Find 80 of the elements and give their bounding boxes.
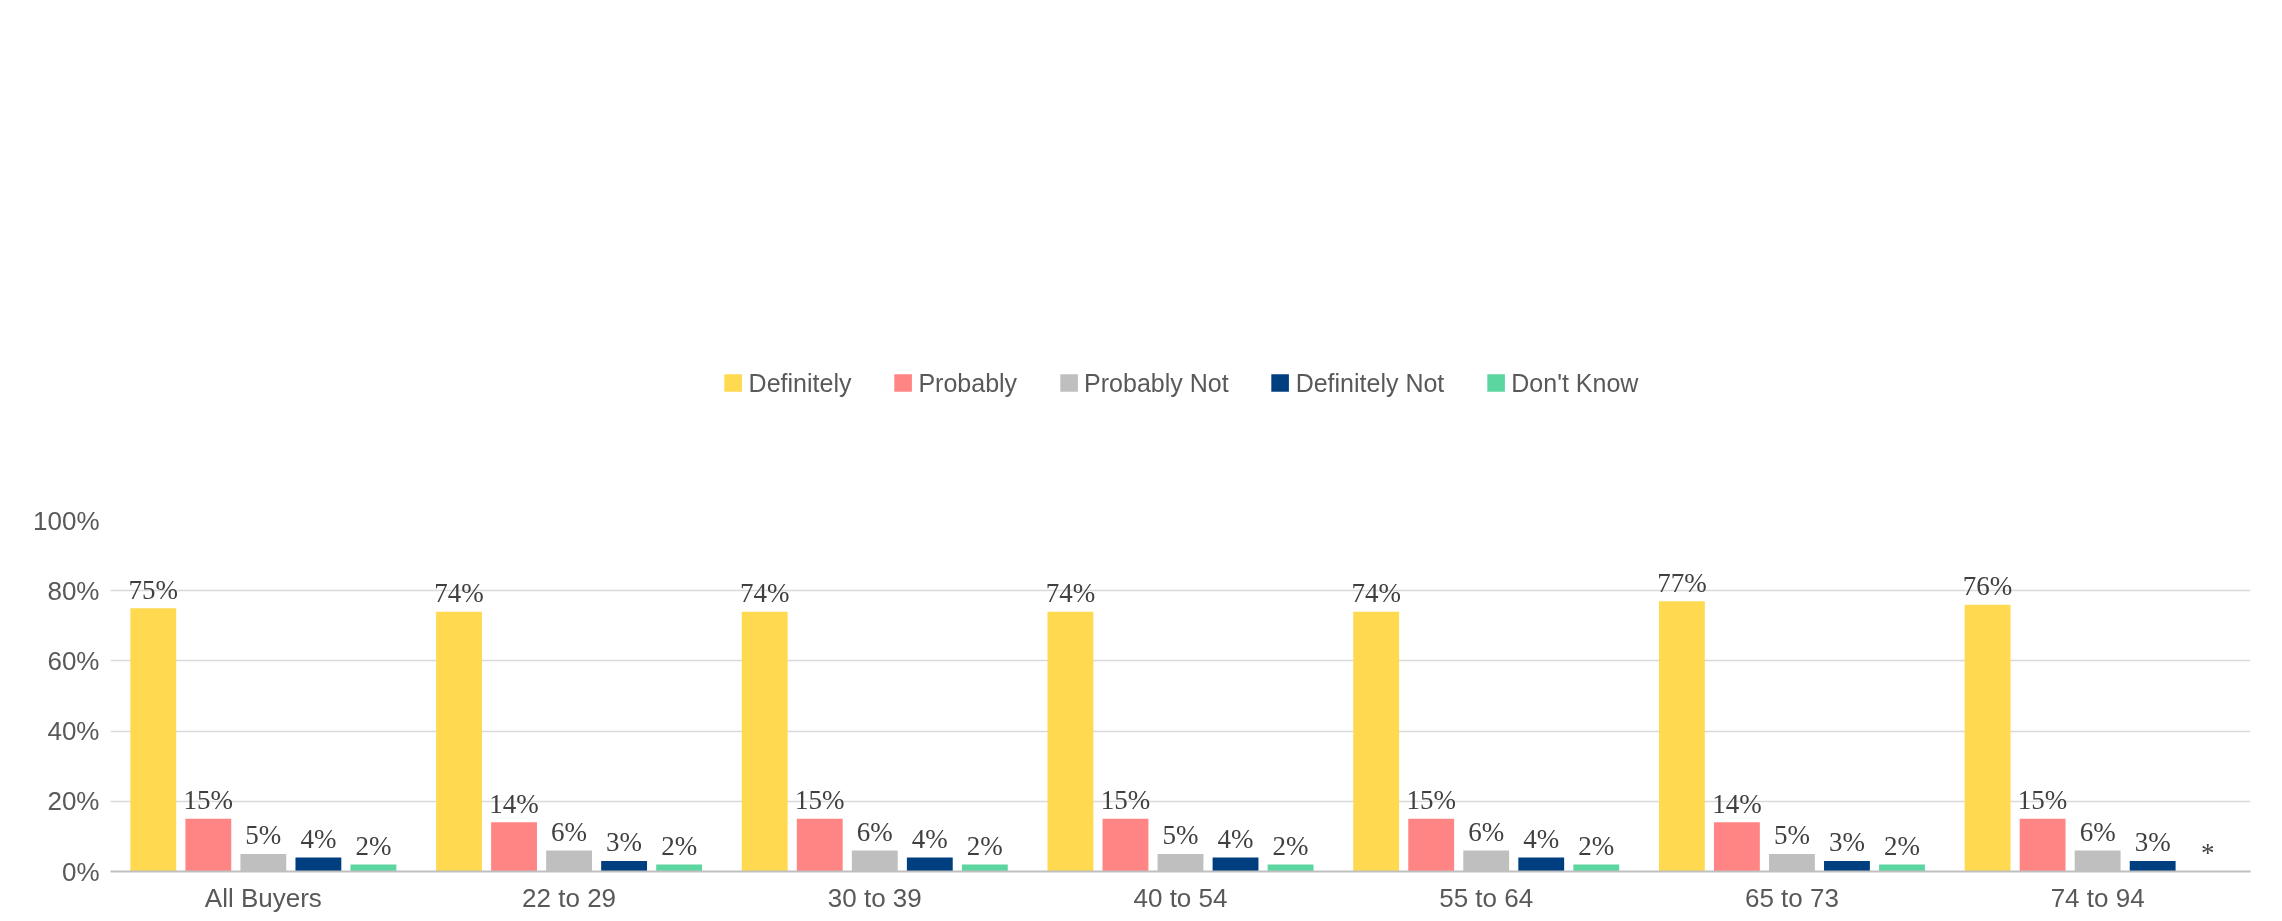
- data-label: 15%: [2017, 785, 2068, 816]
- data-label: 6%: [856, 816, 893, 847]
- data-label: 5%: [245, 820, 282, 851]
- data-label: 3%: [1828, 827, 1865, 858]
- bar: [1713, 822, 1760, 872]
- bar: [436, 611, 482, 872]
- bar: [1102, 818, 1149, 872]
- x-tick-label: 30 to 39: [827, 882, 922, 913]
- text: *: [2200, 837, 2215, 868]
- data-label: 2%: [661, 830, 698, 861]
- bar: [1267, 864, 1314, 872]
- bar: [601, 860, 648, 872]
- bar: [491, 822, 537, 872]
- x-tick-label: 40 to 54: [1133, 882, 1228, 913]
- x-tick-label: 22 to 29: [522, 882, 617, 913]
- data-label: 76%: [1962, 571, 2013, 602]
- legend-label: Probably: [918, 368, 1018, 398]
- data-label: 74%: [739, 578, 790, 609]
- bar: [906, 857, 953, 872]
- y-tick-label: 100%: [33, 505, 100, 536]
- data-label: 74%: [1351, 578, 1401, 609]
- y-tick-label: 40%: [47, 716, 100, 747]
- data-label: 2%: [355, 830, 392, 861]
- y-tick-label: 20%: [47, 786, 100, 817]
- bar: [350, 864, 397, 872]
- data-label: 6%: [1468, 816, 1505, 847]
- x-tick-label: 65 to 73: [1744, 882, 1839, 913]
- bar: [1353, 611, 1400, 872]
- y-tick-label: 60%: [47, 645, 100, 676]
- data-label: 74%: [434, 578, 484, 609]
- data-label: 2%: [1272, 830, 1309, 861]
- x-tick-label: 74 to 94: [2050, 882, 2145, 913]
- bar: [1573, 864, 1620, 872]
- data-label: 2%: [1578, 830, 1615, 861]
- data-label: 4%: [300, 823, 337, 854]
- bar: [1518, 857, 1565, 872]
- data-label: 2%: [1883, 830, 1920, 861]
- data-label: 74%: [1045, 578, 1096, 609]
- legend-label: Probably Not: [1084, 368, 1229, 398]
- x-tick-label: All Buyers: [204, 882, 322, 913]
- y-tick-label: 80%: [47, 575, 100, 606]
- bar: [961, 864, 1008, 872]
- data-label: 14%: [489, 788, 539, 819]
- legend-label: Definitely: [748, 368, 852, 398]
- legend-label: Don't Know: [1511, 368, 1639, 398]
- bar: [741, 611, 788, 872]
- bar: [130, 608, 177, 872]
- data-label: 15%: [1406, 785, 1456, 816]
- bar: [1047, 611, 1094, 872]
- data-label: 5%: [1773, 820, 1810, 851]
- bar: [2129, 860, 2176, 872]
- data-label: 15%: [183, 785, 234, 816]
- bar: [185, 818, 232, 872]
- data-label: 4%: [1523, 823, 1560, 854]
- x-tick-label: 55 to 64: [1439, 882, 1534, 913]
- data-label: 3%: [2134, 827, 2171, 858]
- data-label: 75%: [128, 574, 179, 605]
- bar: [1964, 604, 2011, 872]
- bar: [1212, 857, 1259, 872]
- data-label: 4%: [911, 823, 948, 854]
- data-label: 15%: [1100, 785, 1151, 816]
- data-label: 2%: [966, 830, 1003, 861]
- bar: [656, 864, 703, 872]
- data-label: 4%: [1217, 823, 1254, 854]
- legend-label: Definitely Not: [1295, 368, 1445, 398]
- data-label: 15%: [795, 785, 845, 816]
- bar: [796, 818, 843, 872]
- bar: [1658, 601, 1705, 872]
- data-label: 14%: [1712, 788, 1762, 819]
- y-tick-label: 0%: [61, 856, 100, 887]
- data-label: 5%: [1162, 820, 1199, 851]
- bar: [295, 857, 342, 872]
- bar: [1408, 818, 1455, 872]
- data-label: 6%: [551, 816, 588, 847]
- data-label: 77%: [1657, 567, 1707, 598]
- data-label: 3%: [606, 827, 643, 858]
- bar: [2019, 818, 2066, 872]
- bar: [1879, 864, 1925, 872]
- bar: [1824, 860, 1870, 872]
- data-label: 6%: [2079, 816, 2116, 847]
